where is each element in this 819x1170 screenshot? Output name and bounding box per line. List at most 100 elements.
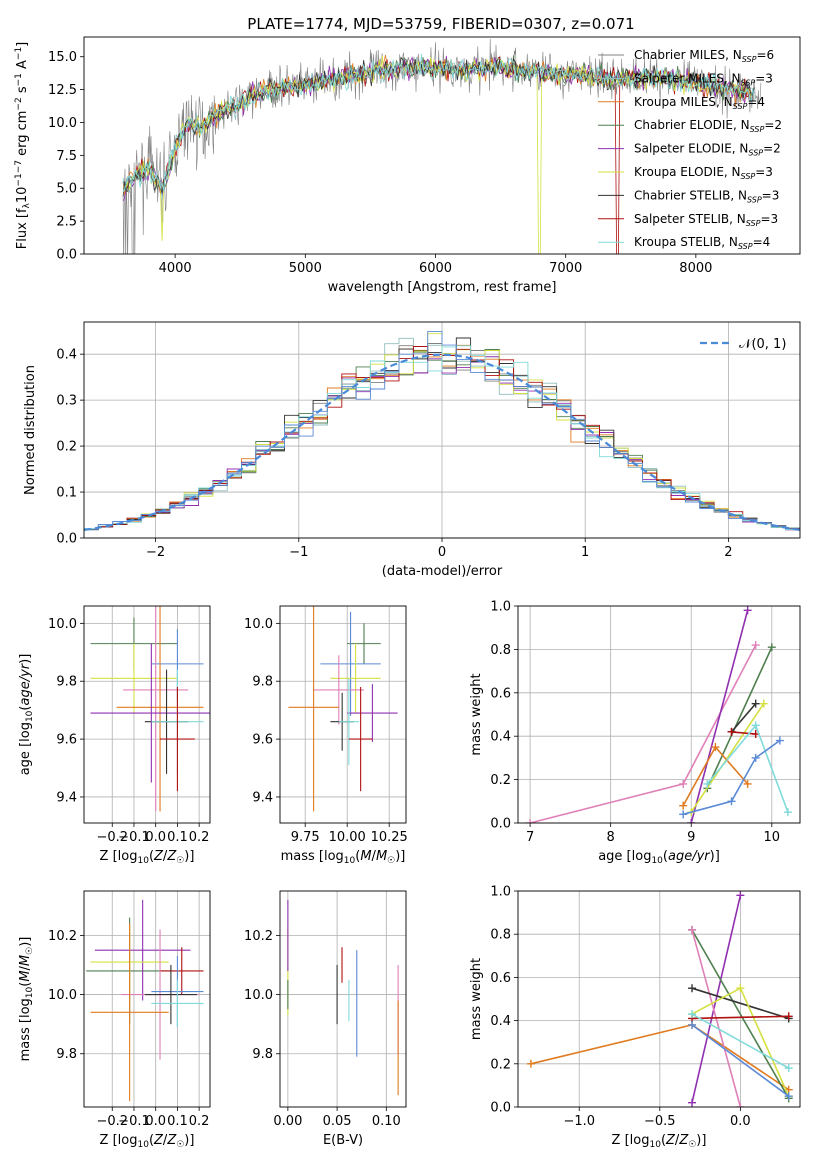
x-tick-label: 9 bbox=[687, 830, 695, 845]
axes-frame bbox=[279, 890, 407, 1108]
y-tick-label: 1.0 bbox=[490, 600, 511, 615]
y-tick-label: 0.0 bbox=[56, 532, 77, 547]
legend-label-tail: =2 bbox=[763, 142, 781, 156]
x-axis-label: Z [log10(Z/Z☉)] bbox=[612, 1133, 707, 1150]
x-tick-label: −1.0 bbox=[563, 1114, 595, 1129]
axes-frame bbox=[83, 321, 801, 539]
x-tick-label: −0.2 bbox=[96, 1114, 128, 1129]
x-axis-label-part: wavelength [Angstrom, rest frame] bbox=[328, 280, 557, 295]
x-tick-label: 0.2 bbox=[189, 830, 210, 845]
y-tick-label: 9.4 bbox=[56, 790, 77, 805]
weight-marker bbox=[767, 643, 776, 652]
weight-marker bbox=[687, 819, 696, 823]
plot-area bbox=[526, 891, 793, 1107]
weight-marker bbox=[743, 606, 752, 615]
x-axis-label-part: Z [log bbox=[100, 849, 138, 864]
axes-frame bbox=[83, 36, 801, 255]
weight-marker bbox=[784, 1064, 793, 1073]
y-tick-label: 9.4 bbox=[252, 790, 273, 805]
weight-marker bbox=[703, 779, 712, 788]
weight-line bbox=[691, 1015, 789, 1020]
y-tick-label: 0.2 bbox=[490, 773, 511, 788]
weight-marker bbox=[751, 721, 760, 730]
y-axis-label-part: M bbox=[18, 955, 33, 966]
weight-marker bbox=[688, 1098, 697, 1107]
x-tick-label: 0.00 bbox=[273, 1114, 302, 1129]
axes-frame bbox=[279, 605, 407, 824]
y-axis-label-part: / bbox=[18, 965, 33, 970]
y-tick-label: 9.6 bbox=[252, 733, 273, 748]
y-axis-label-part: ( bbox=[18, 982, 33, 987]
figure-title: PLATE=1774, MJD=53759, FIBERID=0307, z=0… bbox=[247, 15, 634, 33]
y-axis-label-part: ( bbox=[18, 706, 33, 711]
x-tick-label: 0.2 bbox=[189, 1114, 210, 1129]
y-axis-label-part: mass weight bbox=[469, 958, 484, 1040]
y-axis-label-part: s bbox=[15, 86, 30, 97]
y-tick-label: 9.8 bbox=[56, 1047, 77, 1062]
weight-line bbox=[731, 731, 756, 735]
grid bbox=[84, 606, 210, 823]
x-tick-label: 8000 bbox=[679, 261, 712, 276]
x-axis-label-part: age [log bbox=[598, 849, 651, 864]
x-axis-label-part: )] bbox=[184, 849, 194, 864]
axes-frame bbox=[517, 605, 801, 824]
x-axis-label-part: ☉ bbox=[387, 856, 395, 866]
y-axis-label-part: )] bbox=[18, 937, 33, 947]
x-axis-label-part: / bbox=[163, 1133, 168, 1148]
x-axis-label-part: 10 bbox=[344, 856, 356, 866]
y-axis-label: Normed distribution bbox=[23, 365, 38, 495]
y-tick-label: 9.8 bbox=[252, 675, 273, 690]
plot-area bbox=[288, 606, 398, 812]
panel-mass_vs_ebv: 0.00 0.05 0.10 9.8 10.0 10.2 E(B-V) bbox=[244, 890, 407, 1148]
y-axis-label-part: mass [log bbox=[18, 998, 33, 1061]
y-tick-label: 10.0 bbox=[48, 116, 77, 131]
y-tick-label: 5.0 bbox=[56, 182, 77, 197]
x-tick-label: 0.1 bbox=[167, 830, 188, 845]
x-axis-label-part: )] bbox=[184, 1133, 194, 1148]
y-axis-label: Flux [fλ10−1−7 erg cm−2 s−1 A−1] bbox=[14, 42, 32, 250]
y-axis-label-part: age/yr bbox=[18, 662, 33, 705]
plot-area bbox=[90, 606, 210, 812]
legend-label-tail: =4 bbox=[753, 235, 771, 249]
x-axis-label-part: ( bbox=[661, 1133, 666, 1148]
x-axis-label-part: M bbox=[360, 849, 371, 864]
y-tick-label: 10.0 bbox=[244, 617, 273, 632]
x-tick-label: 0.1 bbox=[167, 1114, 188, 1129]
x-tick-label: −1 bbox=[289, 545, 308, 560]
legend-label-main: Kroupa MILES, N bbox=[634, 95, 733, 109]
y-axis-label: age [log10(age/yr)] bbox=[18, 654, 35, 776]
x-tick-label: 0.0 bbox=[730, 1114, 751, 1129]
legend-label-sub: SSP bbox=[747, 195, 762, 204]
panel-residuals: −2 −1 0 1 2 0.0 0.1 0.2 0.3 0.4 𝒩(0, 1) (data-model… bbox=[23, 321, 801, 579]
y-tick-label: 0.4 bbox=[56, 348, 77, 363]
legend-label-sub: SSP bbox=[741, 172, 756, 181]
panel-weight_vs_Z: −1.0 −0.5 0.00.00.20.40.60.81.0Z [log10(Z/… bbox=[469, 885, 801, 1150]
legend-label: Salpeter STELIB, NSSP=3 bbox=[634, 212, 778, 228]
y-axis-label-part: Flux [f bbox=[15, 208, 30, 249]
weight-marker bbox=[751, 753, 760, 762]
plot-area bbox=[287, 899, 399, 1096]
y-tick-label: 10.2 bbox=[48, 929, 77, 944]
x-axis-label-part: age/yr bbox=[668, 849, 711, 864]
weight-marker bbox=[759, 699, 768, 708]
legend-label-sub: SSP bbox=[733, 102, 748, 111]
weight-line bbox=[706, 646, 773, 789]
weight-marker bbox=[784, 1092, 793, 1101]
legend-label-main: Chabrier MILES, N bbox=[634, 48, 742, 62]
weight-marker bbox=[727, 727, 736, 736]
x-axis-label: Z [log10(Z/Z☉)] bbox=[100, 849, 195, 866]
normal-curve bbox=[84, 353, 800, 531]
weight-line bbox=[691, 987, 789, 1020]
x-axis-label-part: ( bbox=[663, 849, 668, 864]
x-axis-label: Z [log10(Z/Z☉)] bbox=[100, 1133, 195, 1150]
x-axis-label-part: (data-model)/error bbox=[382, 564, 503, 579]
x-tick-label: 2 bbox=[724, 545, 732, 560]
legend-label-tail: =3 bbox=[755, 71, 773, 85]
y-tick-label: 10.2 bbox=[244, 929, 273, 944]
weight-marker bbox=[688, 925, 697, 934]
panel-age_vs_Z: −0.2−0.10.0 0.1 0.29.49.69.810.0Z [log10(Z… bbox=[18, 605, 211, 866]
legend-label-main: Salpeter MILES, N bbox=[634, 71, 741, 85]
y-tick-label: 10.0 bbox=[244, 988, 273, 1003]
panel-mass_vs_Z: −0.2−0.10.0 0.1 0.29.810.010.2Z [log10(Z/Z… bbox=[18, 890, 211, 1150]
